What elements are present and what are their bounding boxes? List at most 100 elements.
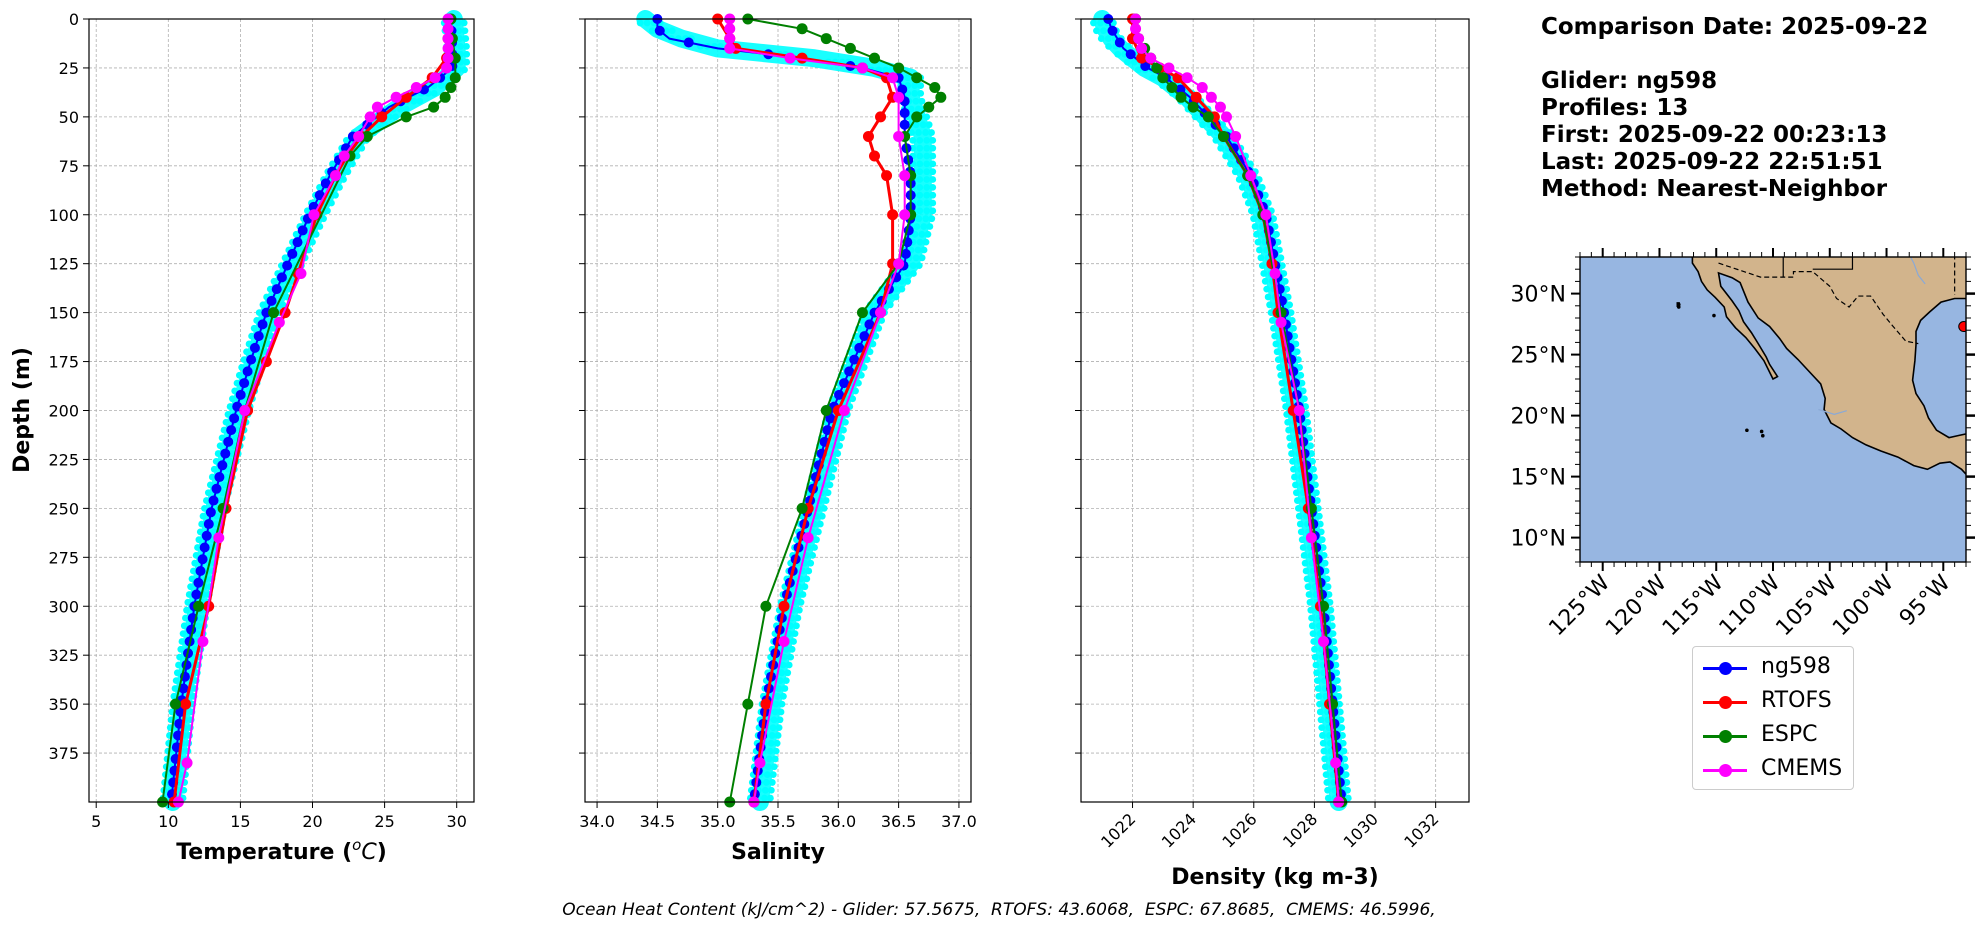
data-point [213,532,225,544]
data-point [807,559,815,567]
data-point [929,144,937,152]
data-point [852,387,859,395]
data-point [662,27,670,35]
data-point [1330,638,1338,645]
data-point [1341,755,1349,763]
data-point [1273,230,1280,238]
data-point [856,307,868,319]
data-point [1280,270,1288,277]
data-point [1273,348,1281,356]
data-point [1293,405,1305,416]
data-point [1339,739,1347,747]
data-point [180,698,192,710]
data-point [1320,747,1328,755]
x-tick-label: 25 [374,812,394,831]
data-point [1163,62,1175,74]
data-point [1199,121,1206,129]
data-point [779,661,787,669]
glider-name: Glider: ng598 [1541,68,1718,94]
x-tick-label: 34.0 [579,812,615,831]
data-point [893,91,905,103]
data-point [778,635,790,647]
data-point [176,653,184,661]
data-point [1303,575,1311,583]
x-tick-label: 1032 [1400,809,1442,851]
data-point [312,230,320,238]
data-point [1269,267,1281,279]
data-point [253,331,264,342]
x-tick-label: 35.5 [760,812,796,831]
data-point [1251,223,1259,230]
data-point [216,442,224,450]
data-point [1282,403,1290,410]
map-lat-label: 25°N [1511,344,1566,369]
data-point [1337,716,1345,724]
data-point [864,319,875,330]
data-point [1311,645,1318,653]
data-point [1271,223,1279,230]
data-point [1261,277,1269,285]
panel-2: 34.0 34.5 35.0 35.5 36.0 36.5 37.0 Salinity [579,10,977,865]
data-point [437,82,445,89]
data-point [929,207,937,215]
data-point [1292,481,1299,489]
data-point [929,136,937,144]
data-point [371,101,383,113]
data-point [916,168,924,176]
data-point [899,119,910,130]
data-point [1274,238,1282,246]
x-axis-label: Temperature (oC) [176,836,387,865]
data-point [1318,724,1326,732]
legend-swatch-marker [1719,764,1732,777]
data-point [911,82,919,89]
data-point [919,121,927,129]
data-point [844,42,856,54]
data-point [402,105,410,113]
data-point [856,62,868,74]
x-tick-label: 5 [91,812,101,831]
data-point [768,732,776,739]
data-point [1219,121,1226,129]
data-point [1322,567,1330,575]
map-lon-label: 105°W [1771,570,1842,641]
data-point [1311,653,1319,661]
data-point [1238,183,1246,191]
data-point [1323,779,1331,786]
data-point [912,254,920,262]
data-point [859,331,870,342]
degree-superscript: o [352,836,361,854]
data-point [1244,199,1252,207]
data-point [1293,497,1301,504]
data-point [777,708,785,716]
data-point [1258,262,1266,270]
data-point [724,23,736,35]
data-point [175,661,182,669]
data-point [767,786,775,794]
legend-label: CMEMS [1761,756,1843,781]
data-point [172,677,180,685]
data-point [1300,551,1308,559]
data-point [217,497,224,504]
data-point [1181,72,1193,84]
data-point [1302,567,1310,575]
data-point [788,645,796,653]
data-point [309,238,316,246]
data-point [916,183,924,191]
x-axis-label: Density (kg m-3) [1171,865,1379,890]
data-point [875,111,887,123]
data-point [1291,473,1298,481]
data-point [820,504,828,512]
legend-swatch-marker [1719,696,1732,709]
data-point [1261,191,1269,199]
panel-3: 1022 1024 1026 1028 1030 1032 Density (kg m-3) [1075,10,1470,890]
data-point [270,277,278,285]
y-tick-label: 75 [59,157,79,176]
data-point [774,732,782,739]
data-point [824,489,832,497]
data-point [1212,136,1220,144]
data-point [361,130,373,142]
land-group [1676,257,1966,476]
data-point [1336,708,1344,716]
data-point [924,230,932,238]
map-lat-label: 20°N [1511,405,1566,430]
